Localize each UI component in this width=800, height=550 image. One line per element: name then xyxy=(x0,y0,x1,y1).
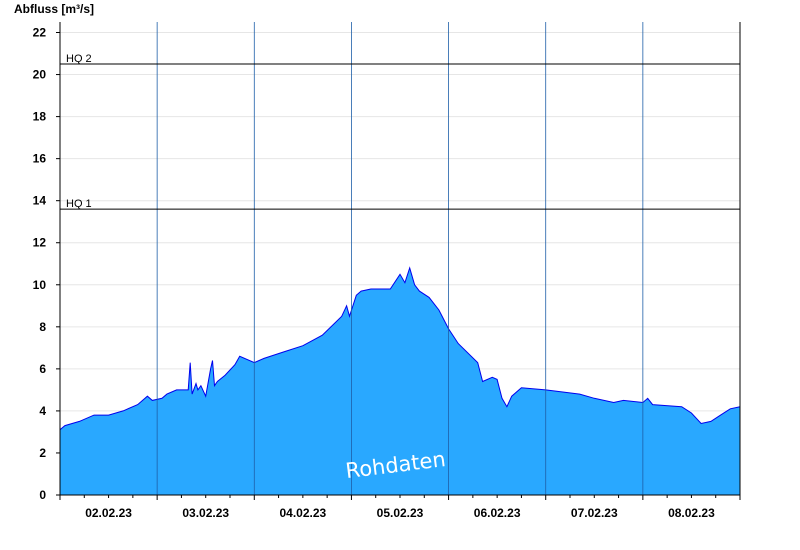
plot-area xyxy=(59,266,741,495)
y-tick-label: 2 xyxy=(39,446,46,460)
y-tick-label: 20 xyxy=(33,68,47,82)
x-axis-ticks: 02.02.23 03.02.23 04.02.23 05.02.23 06.02.23… xyxy=(59,495,741,520)
x-tick-label: 04.02.23 xyxy=(279,506,326,520)
discharge-area xyxy=(60,268,740,495)
y-axis-ticks: 0 2 4 6 8 10 12 14 16 18 20 22 xyxy=(33,26,60,502)
y-tick-label: 18 xyxy=(33,110,47,124)
x-tick-label: 06.02.23 xyxy=(474,506,521,520)
y-tick-label: 4 xyxy=(39,404,46,418)
y-tick-label: 0 xyxy=(39,488,46,502)
x-tick-label: 05.02.23 xyxy=(377,506,424,520)
threshold-lines: HQ 2 HQ 1 xyxy=(60,53,740,210)
y-axis-title: Abfluss [m³/s] xyxy=(14,2,94,16)
y-tick-label: 10 xyxy=(33,278,47,292)
discharge-line xyxy=(59,266,741,431)
y-tick-label: 6 xyxy=(39,362,46,376)
y-tick-label: 22 xyxy=(33,26,47,40)
x-tick-label: 08.02.23 xyxy=(668,506,715,520)
x-tick-label: 03.02.23 xyxy=(182,506,229,520)
day-dividers xyxy=(156,22,644,495)
x-tick-label: 02.02.23 xyxy=(85,506,132,520)
y-tick-label: 8 xyxy=(39,320,46,334)
y-tick-label: 16 xyxy=(33,152,47,166)
threshold-label: HQ 1 xyxy=(66,198,92,210)
y-tick-label: 12 xyxy=(33,236,47,250)
x-tick-label: 07.02.23 xyxy=(571,506,618,520)
threshold-label: HQ 2 xyxy=(66,53,92,65)
y-tick-label: 14 xyxy=(33,194,47,208)
